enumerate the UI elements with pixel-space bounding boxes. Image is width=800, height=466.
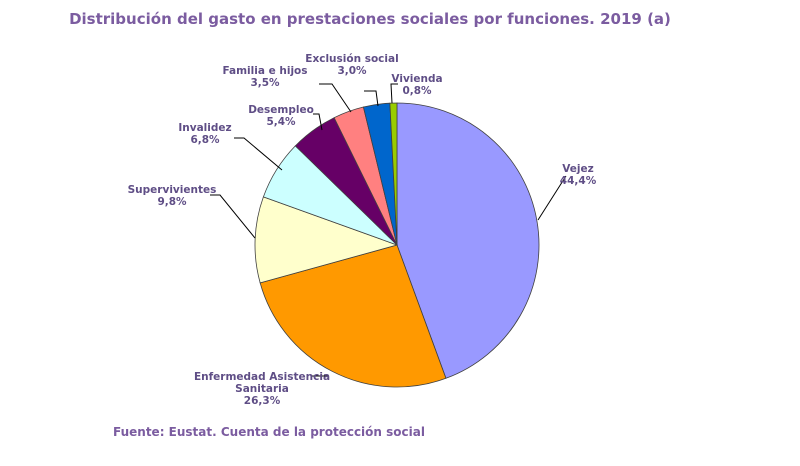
leader-line [234, 137, 283, 171]
chart-title: Distribución del gasto en prestaciones s… [69, 10, 671, 28]
leader-line [537, 175, 567, 221]
leader-line [390, 83, 398, 104]
leader-line [313, 113, 323, 131]
source-note: Fuente: Eustat. Cuenta de la protección … [113, 425, 425, 439]
leader-line [319, 83, 352, 113]
slice-labels: Vejez 44,4% Enfermedad Asistencia Sanitaria… [128, 53, 597, 407]
data-label: Vivienda 0,8% [391, 73, 442, 97]
leader-line [210, 194, 256, 239]
pie-slice-enfermedad-asistencia-sanitaria [259, 244, 447, 388]
data-label: Exclusión social 3,0% [305, 53, 398, 77]
data-label: Desempleo 5,4% [248, 104, 314, 128]
pie-slice-supervivientes [254, 196, 399, 284]
data-label: Invalidez 6,8% [178, 122, 231, 146]
leader-lines [210, 83, 567, 377]
data-label: Vejez 44,4% [560, 163, 597, 187]
data-label: Enfermedad Asistencia Sanitaria 26,3% [194, 371, 330, 407]
pie-slice-vivienda [389, 102, 398, 246]
pie-slice-vejez [396, 102, 540, 379]
data-label: Familia e hijos 3,5% [222, 65, 307, 89]
data-label: Supervivientes 9,8% [128, 184, 217, 208]
pie-slices [254, 102, 540, 388]
leader-line [364, 90, 379, 107]
